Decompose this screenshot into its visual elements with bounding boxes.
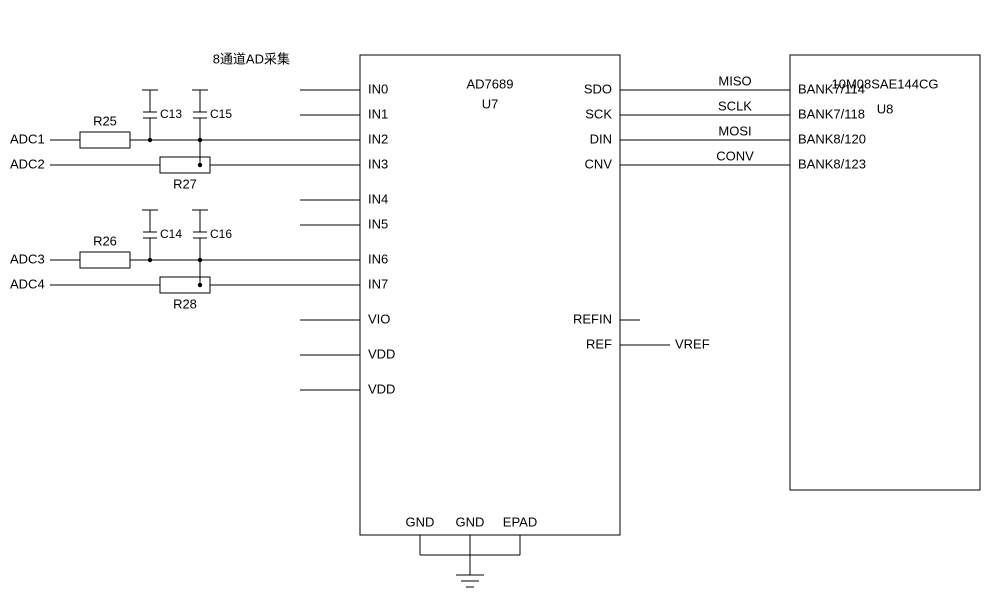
svg-text:U8: U8: [877, 101, 894, 116]
svg-text:BANK7/114: BANK7/114: [798, 81, 865, 96]
svg-text:C15: C15: [210, 107, 232, 121]
svg-text:C14: C14: [160, 227, 182, 241]
chip-u7: AD7689 U7 IN0 IN1 IN2 IN3 IN4 IN5 IN6 IN7 VIO VDD VD…: [300, 55, 710, 555]
input-network: ADC1 ADC2 ADC3 ADC4 R25 R27 R26 R28 C13 C15 C14 C16: [10, 90, 300, 311]
svg-text:IN3: IN3: [368, 156, 388, 171]
svg-text:IN1: IN1: [368, 106, 388, 121]
svg-text:IN4: IN4: [368, 191, 388, 206]
svg-text:ADC3: ADC3: [10, 251, 45, 266]
svg-text:IN7: IN7: [368, 276, 388, 291]
svg-text:BANK8/123: BANK8/123: [798, 156, 866, 171]
svg-text:IN6: IN6: [368, 251, 388, 266]
svg-text:VDD: VDD: [368, 381, 395, 396]
spi-nets: MISO SCLK MOSI CONV: [620, 73, 790, 165]
svg-text:C13: C13: [160, 107, 182, 121]
svg-text:SDO: SDO: [584, 81, 612, 96]
svg-text:ADC1: ADC1: [10, 131, 45, 146]
svg-text:8通道AD采集: 8通道AD采集: [213, 51, 290, 66]
svg-text:ADC4: ADC4: [10, 276, 45, 291]
svg-text:U7: U7: [482, 96, 499, 111]
svg-text:IN2: IN2: [368, 131, 388, 146]
svg-text:MISO: MISO: [718, 73, 751, 88]
svg-text:SCLK: SCLK: [718, 98, 752, 113]
svg-text:MOSI: MOSI: [718, 123, 751, 138]
svg-text:AD7689: AD7689: [467, 76, 514, 91]
svg-text:CONV: CONV: [716, 148, 754, 163]
svg-text:BANK8/120: BANK8/120: [798, 131, 866, 146]
svg-text:SCK: SCK: [585, 106, 612, 121]
svg-text:IN0: IN0: [368, 81, 388, 96]
gnd-symbol: [420, 555, 520, 587]
svg-text:EPAD: EPAD: [503, 514, 537, 529]
svg-text:DIN: DIN: [590, 131, 612, 146]
svg-text:VREF: VREF: [675, 336, 710, 351]
svg-text:R27: R27: [173, 176, 197, 191]
svg-text:REFIN: REFIN: [573, 311, 612, 326]
svg-text:BANK7/118: BANK7/118: [798, 106, 865, 121]
svg-text:IN5: IN5: [368, 216, 388, 231]
schematic-diagram: AD7689 U7 IN0 IN1 IN2 IN3 IN4 IN5 IN6 IN7 VIO VDD VD…: [0, 0, 1000, 597]
chip-u8: 10M08SAE144CGU8BANK7/114BANK7/118BANK8/1…: [790, 55, 980, 490]
svg-text:REF: REF: [586, 336, 612, 351]
svg-text:GND: GND: [456, 514, 485, 529]
svg-text:VDD: VDD: [368, 346, 395, 361]
svg-text:VIO: VIO: [368, 311, 390, 326]
svg-text:C16: C16: [210, 227, 232, 241]
svg-text:ADC2: ADC2: [10, 156, 45, 171]
svg-text:R26: R26: [93, 233, 117, 248]
svg-text:CNV: CNV: [585, 156, 613, 171]
svg-text:R25: R25: [93, 113, 117, 128]
svg-text:GND: GND: [406, 514, 435, 529]
svg-text:R28: R28: [173, 296, 197, 311]
